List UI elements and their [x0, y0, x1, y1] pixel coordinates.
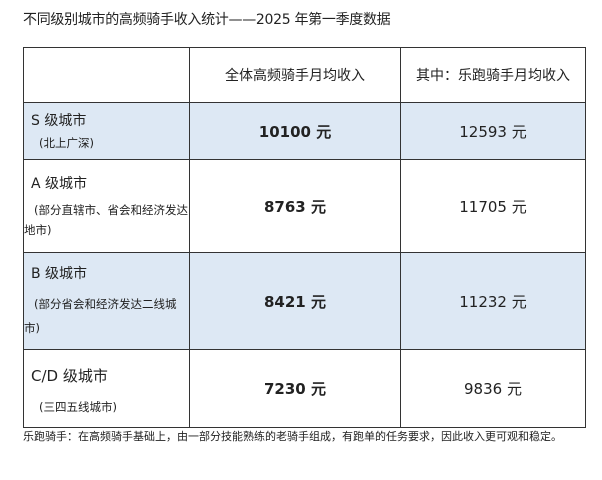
city-cell: B 级城市 (部分省会和经济发达二线城市)	[23, 252, 190, 350]
lepao-income: 11705 元	[400, 159, 586, 253]
header-lepao-riders: 其中：乐跑骑手月均收入	[400, 47, 586, 103]
city-name: C/D 级城市	[31, 366, 108, 385]
income-table: 全体高频骑手月均收入 其中：乐跑骑手月均收入 S 级城市 (北上广深) 10100…	[23, 47, 586, 428]
table-header-row: 全体高频骑手月均收入 其中：乐跑骑手月均收入	[23, 47, 586, 103]
table-row: B 级城市 (部分省会和经济发达二线城市) 8421 元 11232 元	[23, 252, 586, 350]
all-income: 7230 元	[189, 349, 401, 428]
all-income: 8421 元	[189, 252, 401, 350]
all-income: 10100 元	[189, 102, 401, 160]
page-title: 不同级别城市的高频骑手收入统计——2025 年第一季度数据	[23, 12, 391, 28]
city-desc: (北上广深)	[39, 136, 94, 150]
city-desc: (三四五线城市)	[39, 399, 117, 414]
table-row: A 级城市 (部分直辖市、省会和经济发达地市) 8763 元 11705 元	[23, 159, 586, 253]
header-all-riders: 全体高频骑手月均收入	[189, 47, 401, 103]
lepao-income: 12593 元	[400, 102, 586, 160]
footnote: 乐跑骑手：在高频骑手基础上，由一部分技能熟练的老骑手组成，有跑单的任务要求，因此…	[23, 430, 562, 443]
table-row: C/D 级城市 (三四五线城市) 7230 元 9836 元	[23, 349, 586, 428]
all-income: 8763 元	[189, 159, 401, 253]
lepao-income: 11232 元	[400, 252, 586, 350]
city-name: A 级城市	[31, 176, 88, 192]
table-row: S 级城市 (北上广深) 10100 元 12593 元	[23, 102, 586, 160]
city-cell: C/D 级城市 (三四五线城市)	[23, 349, 190, 428]
lepao-income: 9836 元	[400, 349, 586, 428]
city-cell: S 级城市 (北上广深)	[23, 102, 190, 160]
city-name: S 级城市	[31, 113, 87, 129]
city-name: B 级城市	[31, 266, 88, 282]
header-cell-empty	[23, 47, 190, 103]
city-desc: (部分省会和经济发达二线城市)	[24, 297, 177, 335]
city-desc: (部分直辖市、省会和经济发达地市)	[24, 203, 188, 237]
city-cell: A 级城市 (部分直辖市、省会和经济发达地市)	[23, 159, 190, 253]
